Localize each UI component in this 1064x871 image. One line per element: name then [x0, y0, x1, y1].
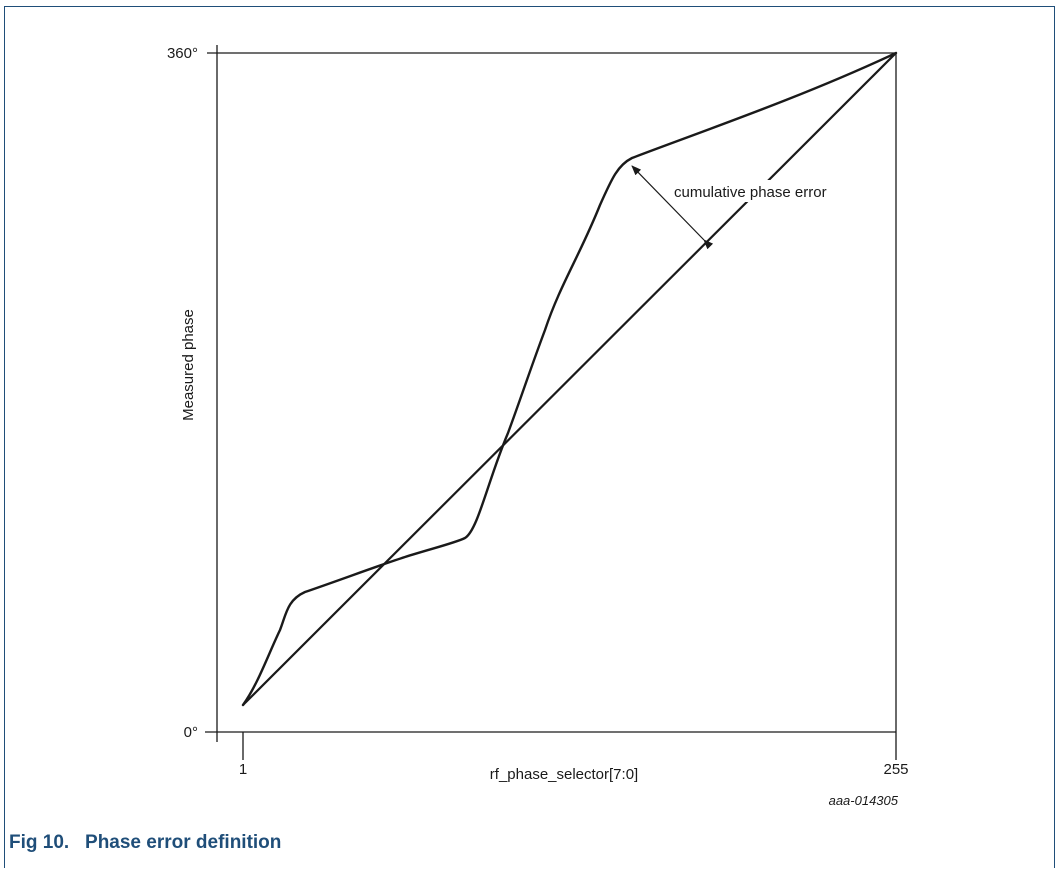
- annotation-label: cumulative phase error: [674, 184, 827, 201]
- annotation-background: [668, 180, 862, 202]
- figure-reference-id: aaa-014305: [829, 793, 899, 808]
- y-axis-title: Measured phase: [180, 309, 197, 421]
- y-tick-top-label: 360°: [167, 45, 198, 62]
- x-tick-left-label: 1: [239, 761, 247, 778]
- ideal-phase-line: [242, 52, 897, 706]
- y-tick-bottom-label: 0°: [184, 724, 198, 741]
- figure-caption: Fig 10. Phase error definition: [9, 832, 282, 853]
- phase-error-arrow: [631, 165, 714, 250]
- measured-phase-curve: [241, 51, 898, 707]
- x-tick-right-label: 255: [883, 761, 908, 778]
- x-axis-title: rf_phase_selector[7:0]: [490, 766, 638, 783]
- figure-frame: [4, 6, 1055, 868]
